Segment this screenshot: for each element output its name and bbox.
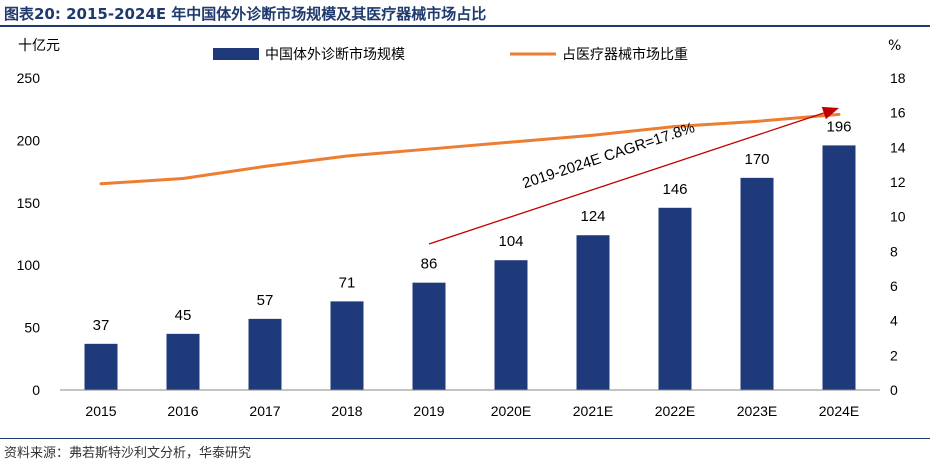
right-axis-tick-label: 18 <box>890 70 906 86</box>
left-axis-unit: 十亿元 <box>18 38 60 54</box>
cagr-arrow-line <box>428 112 825 245</box>
right-axis-tick-label: 0 <box>890 382 898 398</box>
bar-value-label: 57 <box>257 292 274 309</box>
left-axis-tick-label: 150 <box>17 195 41 211</box>
line-point <box>755 119 759 123</box>
right-axis-tick-label: 10 <box>890 209 906 225</box>
left-axis-tick-label: 250 <box>17 70 41 86</box>
bar-value-label: 104 <box>498 233 523 250</box>
bar-value-label: 71 <box>339 274 356 291</box>
line-point <box>427 147 431 151</box>
x-axis-tick-label: 2023E <box>737 403 777 419</box>
source-note: 资料来源：弗若斯特沙利文分析，华泰研究 <box>4 446 252 461</box>
line-point <box>263 164 267 168</box>
bar-value-label: 170 <box>744 151 769 168</box>
x-axis-tick-label: 2021E <box>573 403 613 419</box>
source-rule <box>0 438 930 439</box>
bar-value-label: 146 <box>662 181 687 198</box>
line-point <box>509 140 513 144</box>
right-axis-tick-label: 2 <box>890 347 898 363</box>
right-axis-tick-label: 8 <box>890 243 898 259</box>
cagr-arrow-head <box>821 106 839 120</box>
bar-value-label: 196 <box>826 118 851 135</box>
bar-value-label: 45 <box>175 307 192 324</box>
bar <box>822 145 856 390</box>
bar <box>248 318 282 390</box>
bar <box>166 333 200 390</box>
bar-value-label: 86 <box>421 256 438 273</box>
bar <box>494 260 528 390</box>
right-axis-tick-label: 12 <box>890 174 906 190</box>
left-axis-tick-label: 100 <box>17 257 41 273</box>
right-axis-tick-label: 16 <box>890 105 906 121</box>
right-axis-tick-label: 6 <box>890 278 898 294</box>
bar <box>658 207 692 390</box>
figure-title: 图表20: 2015-2024E 年中国体外诊断市场规模及其医疗器械市场占比 <box>4 5 487 23</box>
x-axis-tick-label: 2024E <box>819 403 859 419</box>
right-axis-tick-label: 4 <box>890 313 898 329</box>
line-point <box>345 154 349 158</box>
x-axis-tick-label: 2017 <box>249 403 280 419</box>
legend-bar-swatch <box>213 48 259 60</box>
x-axis-tick-label: 2019 <box>413 403 444 419</box>
right-axis-tick-label: 14 <box>890 139 906 155</box>
line-series <box>100 112 840 186</box>
right-axis-unit: % <box>888 38 901 54</box>
x-axis-tick-label: 2022E <box>655 403 695 419</box>
line-point <box>673 125 677 129</box>
legend-line-label: 占医疗器械市场比重 <box>562 46 688 63</box>
left-axis-tick-label: 200 <box>17 132 41 148</box>
bar-value-label: 124 <box>580 208 605 225</box>
x-axis-tick-label: 2020E <box>491 403 531 419</box>
line-point <box>591 133 595 137</box>
line-point <box>837 112 841 116</box>
x-axis-tick-label: 2015 <box>85 403 116 419</box>
line-point <box>99 182 103 186</box>
bar-value-label: 37 <box>93 317 110 334</box>
x-axis-tick-label: 2018 <box>331 403 362 419</box>
bar <box>576 235 610 390</box>
line-point <box>181 177 185 181</box>
left-axis-tick-label: 0 <box>32 382 40 398</box>
legend-bar-label: 中国体外诊断市场规模 <box>265 46 405 63</box>
title-rule <box>0 25 930 27</box>
left-axis-tick-label: 50 <box>24 320 40 336</box>
combo-chart: 十亿元 % 中国体外诊断市场规模 占医疗器械市场比重 0501001502002… <box>17 38 906 419</box>
x-axis-tick-label: 2016 <box>167 403 198 419</box>
bar <box>740 177 774 390</box>
bar <box>412 282 446 390</box>
bar <box>84 343 118 390</box>
bar <box>330 301 364 390</box>
